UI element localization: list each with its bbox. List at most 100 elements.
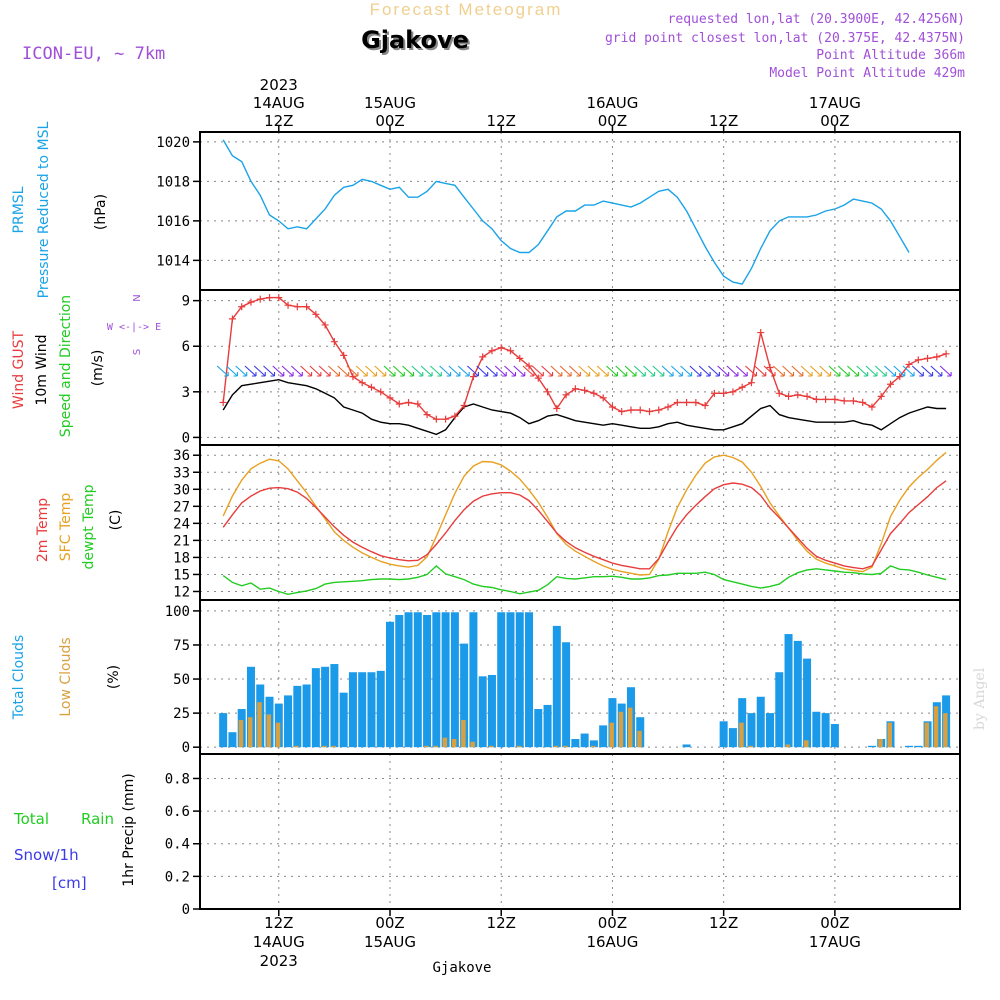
model-altitude: Model Point Altitude 429m [769, 66, 965, 81]
gust-point-marker [367, 383, 375, 391]
temp-ytick-label: 21 [173, 533, 190, 549]
gust-point-marker [423, 411, 431, 419]
wind-ytick-label: 3 [182, 385, 190, 401]
dewpt-temp-line [222, 564, 947, 596]
wind-direction-arrow-icon [467, 365, 479, 377]
wind-direction-arrow-icon [411, 365, 424, 377]
wind-direction-arrow-icon [337, 365, 350, 377]
total-cloud-bar [867, 745, 876, 748]
low-cloud-bar [294, 745, 299, 748]
gust-point-marker [312, 310, 320, 318]
wind-label-speed-dir: Speed and Direction [58, 295, 74, 437]
clouds-label-low: Low Clouds [58, 637, 74, 716]
total-cloud-bar [821, 713, 830, 748]
wind-direction-arrow-icon [874, 365, 887, 377]
gust-point-marker [525, 362, 533, 370]
wind-direction-arrow-icon [494, 365, 507, 377]
pressure-label-prmsl: PRMSL [11, 186, 27, 233]
wind-direction-arrow-icon [745, 365, 758, 377]
bottom-time-label: 12Z [709, 914, 738, 932]
total-cloud-bar [478, 676, 487, 748]
wind-direction-arrow-icon [735, 365, 748, 377]
wind-direction-arrow-icon [420, 365, 433, 377]
clouds-ytick-label: 50 [173, 672, 190, 688]
top-time-label: 00Z [820, 112, 849, 130]
top-time-label: 12Z [264, 112, 293, 130]
gust-point-marker [321, 321, 329, 329]
low-cloud-bar [424, 745, 429, 748]
wind-direction-arrow-icon [281, 365, 294, 377]
total-cloud-bar [515, 612, 524, 748]
gust-point-marker [757, 329, 765, 337]
precip-ytick-label: 0.8 [165, 771, 190, 787]
gust-point-marker [924, 354, 932, 362]
compass-north: N [132, 294, 143, 301]
low-cloud-bar [257, 702, 262, 748]
gust-point-marker [534, 374, 542, 382]
total-cloud-bar [302, 684, 311, 748]
low-cloud-bar [933, 706, 939, 748]
bottom-time-label: 00Z [598, 914, 627, 932]
total-cloud-bar [562, 642, 571, 748]
total-cloud-bar [747, 713, 756, 748]
top-time-label: 15AUG [364, 94, 416, 112]
gust-point-marker [646, 408, 654, 416]
product-title: Forecast Meteogram [370, 0, 563, 19]
temp-ytick-label: 12 [173, 584, 190, 600]
gust-point-marker [432, 415, 440, 423]
wind-direction-arrow-icon [772, 365, 785, 377]
gust-point-marker [349, 373, 357, 381]
total-cloud-bar [775, 672, 784, 748]
wind-direction-arrow-icon [763, 365, 776, 377]
total-cloud-bar [487, 674, 496, 748]
wind-direction-arrow-icon [708, 365, 720, 377]
wind-direction-arrow-icon [587, 365, 600, 377]
gust-point-marker [599, 394, 607, 402]
gust-point-marker [710, 389, 718, 397]
temp-label-unit: (C) [108, 510, 124, 531]
total-cloud-bar [339, 692, 348, 748]
wind-direction-arrow-icon [365, 365, 378, 377]
gust-point-marker [414, 400, 422, 408]
bottom-time-label: 14AUG [253, 933, 305, 951]
gust-point-marker [590, 389, 598, 397]
gust-point-marker [284, 301, 292, 309]
total-cloud-bar [386, 621, 394, 748]
gust-point-marker [562, 391, 570, 399]
gust-point-marker [377, 388, 385, 396]
gust-point-marker [849, 397, 857, 405]
wind-direction-arrow-icon [921, 365, 934, 377]
total-cloud-bar [756, 696, 765, 748]
gust-point-marker [692, 398, 700, 406]
wind-direction-arrow-icon [726, 365, 739, 377]
gust-point-marker [794, 391, 802, 399]
location-title: Gjakove [361, 26, 469, 54]
bottom-time-label: 00Z [820, 914, 849, 932]
wind-ytick-label: 6 [182, 339, 190, 355]
wind-gust-line [222, 296, 947, 420]
gust-point-marker [386, 394, 394, 402]
gust-point-marker [608, 403, 616, 411]
gust-point-marker [627, 406, 635, 414]
gust-point-marker [553, 405, 561, 413]
gust-point-marker [812, 395, 820, 403]
bottom-time-label: 2023 [260, 952, 298, 970]
wind-direction-arrow-icon [615, 365, 628, 377]
gust-point-marker [747, 379, 755, 387]
precip-ytick-label: 0.2 [165, 869, 190, 885]
low-cloud-bar [247, 717, 253, 748]
wind-direction-arrow-icon [402, 365, 415, 377]
wind-direction-arrow-icon [392, 365, 405, 377]
wind-direction-arrow-icon [328, 365, 340, 377]
gust-point-marker [581, 386, 589, 394]
temp-ytick-label: 18 [173, 550, 190, 566]
gust-point-marker [405, 398, 413, 406]
precip-ytick-label: 0 [182, 902, 190, 918]
wind-direction-arrow-icon [457, 365, 470, 377]
total-cloud-bar [905, 745, 914, 748]
gust-point-marker [840, 397, 848, 405]
wind-direction-arrow-icon [318, 365, 331, 377]
total-cloud-bar [580, 733, 589, 748]
low-cloud-bar [442, 737, 448, 748]
clouds-ytick-label: 100 [165, 604, 190, 620]
